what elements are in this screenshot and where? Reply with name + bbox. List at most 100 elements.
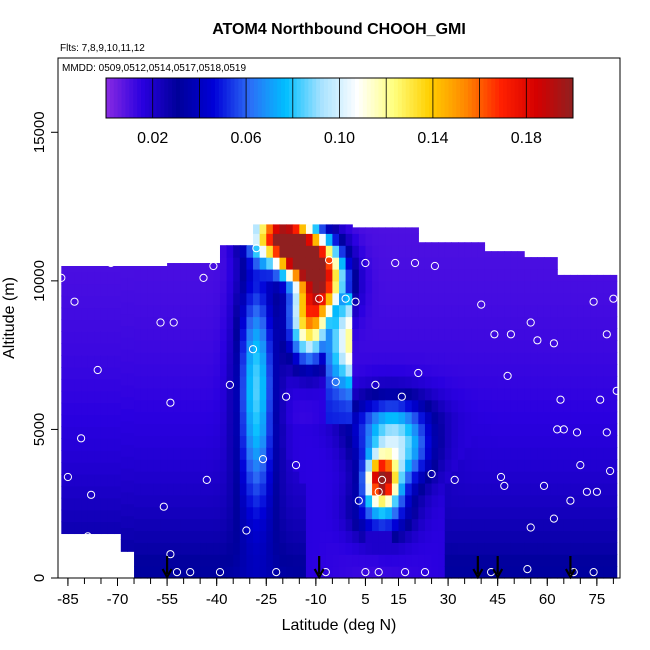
heatmap-cell	[537, 530, 545, 543]
heatmap-cell	[246, 435, 254, 448]
heatmap-cell	[325, 245, 333, 258]
heatmap-cell	[385, 447, 393, 460]
x-tick-label: 60	[539, 591, 556, 608]
heatmap-cell	[458, 518, 466, 532]
heatmap-cell	[339, 268, 347, 282]
heatmap-cell	[200, 316, 208, 329]
heatmap-cell	[120, 361, 129, 374]
heatmap-cell	[391, 340, 400, 353]
heatmap-cell	[81, 355, 89, 368]
heatmap-cell	[537, 447, 545, 460]
heatmap-cell	[451, 316, 459, 329]
heatmap-cell	[557, 411, 565, 425]
heatmap-cell	[484, 530, 492, 543]
heatmap-cell	[405, 227, 413, 234]
heatmap-cell	[292, 375, 300, 389]
heatmap-cell	[213, 494, 221, 508]
heatmap-cell	[451, 364, 459, 377]
heatmap-cell	[114, 378, 122, 392]
heatmap-cell	[325, 364, 333, 377]
heatmap-cell	[272, 328, 281, 341]
heatmap-cell	[385, 471, 393, 484]
heatmap-cell	[372, 494, 380, 508]
heatmap-cell	[471, 411, 479, 425]
heatmap-cell	[279, 399, 287, 413]
heatmap-cell	[464, 411, 472, 425]
heatmap-cell	[160, 471, 168, 484]
heatmap-cell	[570, 482, 578, 496]
heatmap-cell	[577, 471, 585, 484]
heatmap-cell	[497, 471, 505, 484]
heatmap-cell	[233, 554, 241, 567]
heatmap-cell	[312, 447, 320, 460]
heatmap-cell	[246, 411, 254, 425]
heatmap-cell	[180, 280, 188, 294]
heatmap-cell	[272, 268, 281, 282]
heatmap-cell	[107, 521, 115, 535]
heatmap-cell	[603, 566, 611, 579]
heatmap-cell	[219, 423, 228, 436]
heatmap-cell	[610, 506, 618, 520]
heatmap-cell	[590, 340, 598, 353]
heatmap-cell	[286, 506, 294, 520]
heatmap-cell	[94, 509, 102, 523]
heatmap-cell	[391, 233, 400, 246]
heatmap-cell	[378, 530, 386, 543]
heatmap-cell	[339, 459, 347, 472]
heatmap-cell	[471, 494, 479, 508]
heatmap-cell	[497, 411, 505, 425]
heatmap-cell	[603, 328, 611, 341]
heatmap-cell	[305, 459, 314, 472]
flight-arrows	[161, 556, 576, 580]
heatmap-cell	[173, 352, 181, 365]
heatmap-cell	[418, 554, 426, 567]
heatmap-cell	[471, 340, 479, 353]
heatmap-cell	[477, 257, 486, 270]
heatmap-cell	[372, 447, 380, 460]
heatmap-cell	[484, 340, 492, 353]
heatmap-cell	[200, 399, 208, 413]
heatmap-cell	[372, 506, 380, 520]
heatmap-cell	[74, 438, 82, 451]
heatmap-cell	[537, 268, 545, 282]
heatmap-cell	[458, 482, 466, 496]
heatmap-cell	[219, 459, 228, 472]
heatmap-cell	[67, 402, 76, 416]
heatmap-cell	[94, 378, 102, 392]
y-tick-label: 5000	[31, 413, 48, 446]
heatmap-cell	[451, 242, 459, 246]
heatmap-cell	[471, 482, 479, 496]
heatmap-cell	[543, 411, 552, 425]
heatmap-cell	[160, 387, 168, 401]
heatmap-cell	[299, 530, 307, 543]
heatmap-cell	[570, 542, 578, 555]
heatmap-cell	[147, 566, 155, 579]
heatmap-cell	[61, 378, 69, 392]
heatmap-cell	[458, 459, 466, 472]
heatmap-cell	[67, 331, 76, 344]
colorbar-segment	[432, 78, 438, 118]
heatmap-cell	[160, 399, 168, 413]
heatmap-cell	[147, 554, 155, 567]
heatmap-cell	[583, 494, 591, 508]
heatmap-cell	[173, 263, 181, 270]
heatmap-cell	[332, 268, 340, 282]
heatmap-cell	[577, 530, 585, 543]
heatmap-cell	[173, 364, 181, 377]
heatmap-cell	[305, 245, 314, 258]
y-tick-label: 10000	[31, 260, 48, 302]
sample-point	[410, 258, 420, 268]
heatmap-cell	[444, 292, 452, 306]
heatmap-cell	[147, 352, 155, 365]
heatmap-cell	[127, 515, 135, 529]
heatmap-cell	[299, 328, 307, 341]
heatmap-cell	[444, 364, 452, 377]
heatmap-cell	[411, 423, 419, 436]
heatmap-cell	[491, 375, 499, 389]
heatmap-cell	[458, 352, 466, 365]
heatmap-cell	[272, 447, 281, 460]
heatmap-cell	[226, 482, 234, 496]
heatmap-cell	[286, 471, 294, 484]
heatmap-cell	[246, 280, 254, 294]
heatmap-cell	[153, 304, 162, 318]
